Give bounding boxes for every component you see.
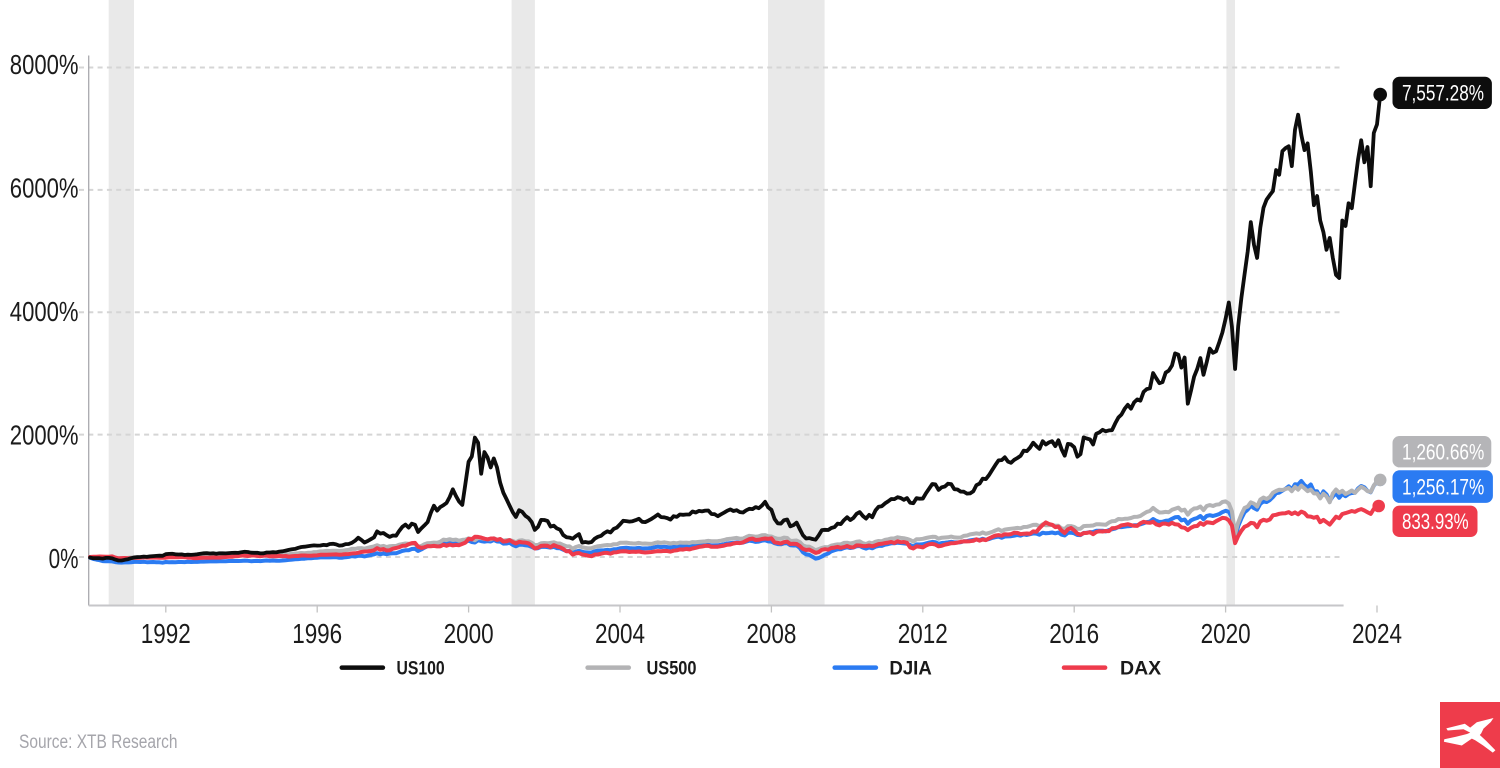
svg-text:2012: 2012: [898, 618, 948, 649]
svg-text:Source: XTB Research: Source: XTB Research: [19, 732, 178, 753]
svg-text:6000%: 6000%: [10, 173, 79, 204]
svg-text:8000%: 8000%: [10, 49, 79, 80]
svg-text:2020: 2020: [1201, 618, 1251, 649]
svg-text:2004: 2004: [595, 618, 645, 649]
svg-text:1996: 1996: [292, 618, 342, 649]
svg-text:1,256.17%: 1,256.17%: [1402, 474, 1484, 499]
svg-text:2024: 2024: [1352, 618, 1402, 649]
svg-text:7,557.28%: 7,557.28%: [1402, 81, 1484, 106]
svg-text:2008: 2008: [746, 618, 796, 649]
svg-text:833.93%: 833.93%: [1402, 509, 1469, 534]
svg-text:0%: 0%: [49, 543, 79, 574]
svg-text:1992: 1992: [141, 618, 191, 649]
svg-text:2000%: 2000%: [10, 420, 79, 451]
svg-text:US500: US500: [647, 659, 697, 680]
svg-text:2000: 2000: [444, 618, 494, 649]
svg-text:DJIA: DJIA: [889, 659, 932, 680]
svg-text:DAX: DAX: [1120, 659, 1162, 680]
svg-text:1,260.66%: 1,260.66%: [1402, 439, 1484, 464]
svg-text:4000%: 4000%: [10, 296, 79, 327]
svg-text:US100: US100: [397, 659, 445, 680]
svg-text:2016: 2016: [1049, 618, 1099, 649]
